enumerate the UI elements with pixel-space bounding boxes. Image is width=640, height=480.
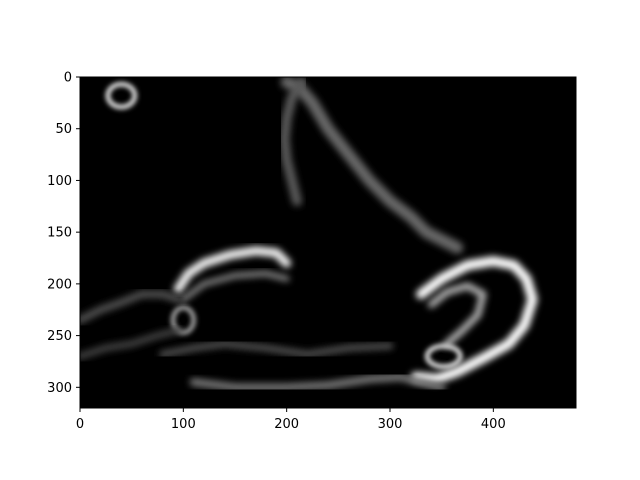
y-tick-label: 150	[47, 226, 72, 241]
y-tick-label: 250	[47, 329, 72, 344]
feature-left-blob-core	[179, 316, 187, 324]
feature-right-loop-outer	[410, 256, 538, 385]
feature-wing-upper-edge	[280, 77, 464, 254]
plot-frame	[79, 76, 577, 409]
x-tick-label: 300	[378, 417, 403, 432]
feature-bottom-ridge	[159, 340, 394, 358]
feature-left-blob	[170, 305, 197, 335]
x-tick-label: 100	[171, 417, 196, 432]
y-tick-label: 0	[64, 71, 72, 86]
feature-wing-lower-edge	[279, 77, 308, 207]
feature-left-edge-texture-2	[80, 326, 182, 360]
y-tick-label: 50	[55, 122, 72, 137]
feature-right-loop-inner	[427, 282, 487, 348]
x-tick-label: 400	[481, 417, 506, 432]
feature-bottom-edge	[189, 372, 446, 392]
y-tick-label: 300	[47, 381, 72, 396]
x-tick-label: 0	[76, 417, 84, 432]
heatmap-features	[80, 77, 538, 392]
y-tick-label: 100	[47, 174, 72, 189]
feature-dot-core	[117, 92, 126, 100]
y-axis: 0 50 100 150 200 250 300	[47, 71, 80, 396]
x-axis: 0 100 200 300 400	[76, 408, 506, 432]
feature-left-limb	[173, 246, 292, 294]
feature-right-blob-core	[438, 352, 449, 360]
feature-dot	[105, 81, 138, 110]
feature-right-blob	[424, 343, 463, 370]
feature-left-edge-texture	[80, 290, 183, 325]
feature-left-limb-inner	[180, 270, 290, 303]
y-tick-label: 200	[47, 277, 72, 292]
x-tick-label: 200	[274, 417, 299, 432]
plot-area	[79, 76, 577, 409]
